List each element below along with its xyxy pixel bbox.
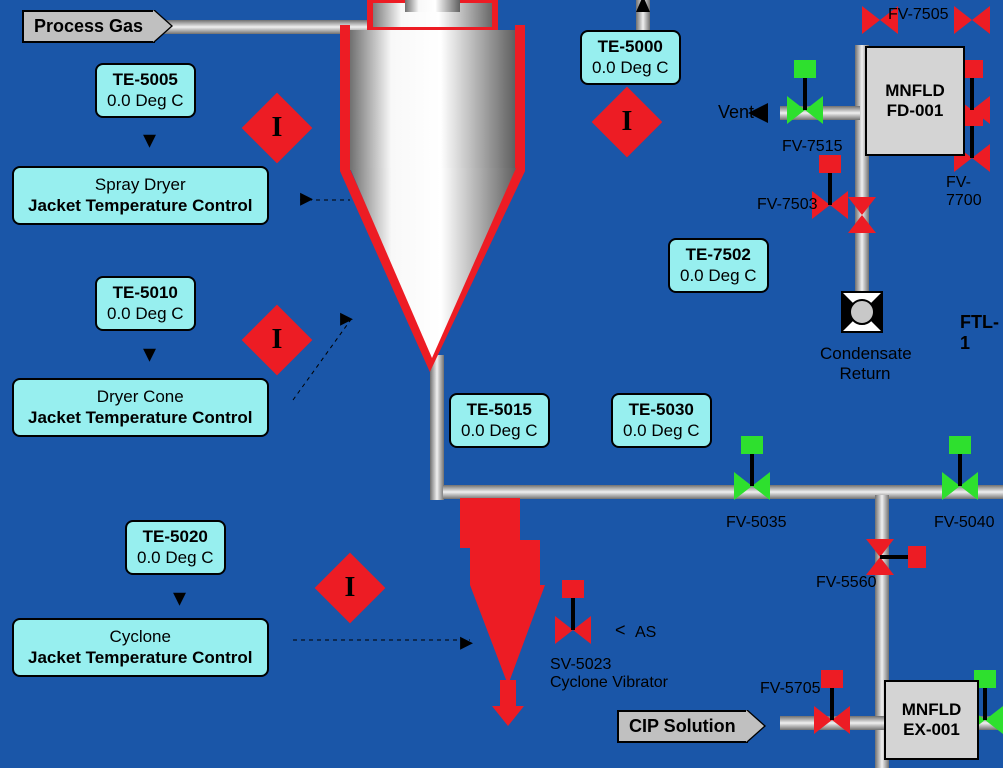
valve-sv5023[interactable] (555, 580, 591, 644)
cip-solution-tag: CIP Solution (617, 710, 748, 743)
interlock-1[interactable]: I (252, 103, 302, 153)
mnfld-ex-001[interactable]: MNFLD EX-001 (884, 680, 979, 760)
valve-fv5040[interactable] (942, 436, 978, 500)
arrow-right-3: ▸ (460, 626, 473, 657)
valve-fv7515[interactable] (787, 60, 823, 124)
cyclone-control[interactable]: Cyclone Jacket Temperature Control (12, 618, 269, 677)
valve-cond[interactable] (848, 197, 876, 233)
te-7502-indicator[interactable]: TE-7502 0.0 Deg C (668, 238, 769, 293)
dryer-cone-control[interactable]: Dryer Cone Jacket Temperature Control (12, 378, 269, 437)
sv-5023-label: SV-5023Cyclone Vibrator (550, 656, 668, 692)
arrow-right-1: ▸ (300, 182, 313, 213)
fv-7700-label: FV-7700 (946, 174, 1003, 210)
fv-5560-label: FV-5560 (816, 574, 876, 592)
arrow-down-3: ▾ (173, 582, 186, 613)
te-5000-indicator[interactable]: TE-5000 0.0 Deg C (580, 30, 681, 85)
interlock-2[interactable]: I (252, 315, 302, 365)
process-gas-tag: Process Gas (22, 10, 155, 43)
valve-fv5035[interactable] (734, 436, 770, 500)
spray-dryer-control[interactable]: Spray Dryer Jacket Temperature Control (12, 166, 269, 225)
cyclone (460, 498, 545, 726)
pipe-dryer-to-cyclone (430, 355, 444, 500)
valve-fv7700c[interactable] (954, 6, 990, 34)
fv-5035-label: FV-5035 (726, 514, 786, 532)
te-5030-indicator[interactable]: TE-5030 0.0 Deg C (611, 393, 712, 448)
interlock-3[interactable]: I (325, 563, 375, 613)
valve-fv5560[interactable] (866, 539, 926, 575)
fv-5705-label: FV-5705 (760, 680, 820, 698)
spray-dryer-vessel (345, 0, 520, 360)
arrow-down-2: ▾ (143, 338, 156, 369)
arrow-down-1: ▾ (143, 124, 156, 155)
pipe-process-gas (150, 20, 370, 34)
arrow-right-2: ▸ (340, 302, 353, 333)
te-5020-indicator[interactable]: TE-5020 0.0 Deg C (125, 520, 226, 575)
interlock-4[interactable]: I (602, 97, 652, 147)
condensate-return-symbol (842, 292, 882, 332)
fv-7505-label: FV-7505 (888, 6, 948, 24)
svg-text:<: < (615, 620, 626, 640)
te-5005-indicator[interactable]: TE-5005 0.0 Deg C (95, 63, 196, 118)
fv-7503-label: FV-7503 (757, 196, 817, 214)
pipe-main-h (443, 485, 1003, 499)
te-5010-indicator[interactable]: TE-5010 0.0 Deg C (95, 276, 196, 331)
as-label: AS (635, 624, 656, 642)
pipe-vent (780, 106, 860, 120)
fv-7515-label: FV-7515 (782, 138, 842, 156)
ftl-label: FTL-1 (960, 312, 1003, 354)
fv-5040-label: FV-5040 (934, 514, 994, 532)
vent-label: Vent (718, 102, 754, 123)
te-5015-indicator[interactable]: TE-5015 0.0 Deg C (449, 393, 550, 448)
pipe-te5000 (636, 0, 650, 30)
condensate-label: CondensateReturn (820, 344, 910, 384)
mnfld-fd-001[interactable]: MNFLD FD-001 (865, 46, 965, 156)
